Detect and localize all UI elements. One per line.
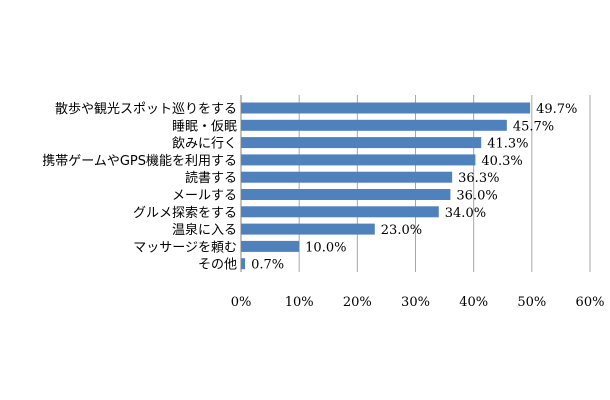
category-label: 飲みに行く <box>172 136 237 152</box>
value-label: 0.7% <box>251 258 284 273</box>
value-labels: 49.7% 45.7% 41.3% 40.3% 36.3% 36.0% 34.0% 23.0%… <box>251 102 577 273</box>
category-label: 読書する <box>185 170 237 186</box>
bar-0 <box>241 102 531 114</box>
category-label: 睡眠・仮眠 <box>172 119 237 134</box>
value-label: 45.7% <box>513 119 554 134</box>
x-tick-label: 20% <box>343 295 372 310</box>
value-label: 23.0% <box>381 223 422 238</box>
category-label: 温泉に入る <box>172 222 237 238</box>
category-label: その他 <box>198 258 237 273</box>
bar-8 <box>241 240 300 252</box>
value-label: 34.0% <box>445 206 486 221</box>
category-label: 携帯ゲームやGPS機能を利用する <box>42 153 237 169</box>
bar-7 <box>241 223 375 235</box>
x-tick-label: 40% <box>459 295 488 310</box>
bar-3 <box>241 154 476 166</box>
category-labels: 散歩や観光スポット巡りをする睡眠・仮眠飲みに行く携帯ゲームやGPS機能を利用する… <box>42 102 237 273</box>
x-tick-label: 60% <box>576 295 605 310</box>
bar-2 <box>241 137 482 149</box>
category-label: メールする <box>172 189 237 204</box>
value-label: 40.3% <box>481 154 522 169</box>
category-label: 散歩や観光スポット巡りをする <box>55 102 237 117</box>
bar-5 <box>241 189 451 200</box>
value-label: 10.0% <box>305 240 346 255</box>
x-tick-label: 10% <box>285 295 314 310</box>
x-tick-label: 0% <box>231 295 252 310</box>
x-tick-label: 30% <box>401 295 430 310</box>
bar-1 <box>241 119 507 131</box>
category-label: マッサージを頼む <box>133 240 237 255</box>
x-tick-labels: 0% 10% 20% 30% 40% 50% 60% <box>231 295 605 310</box>
bar-6 <box>241 206 439 218</box>
value-label: 41.3% <box>487 137 528 152</box>
x-tick-label: 50% <box>517 295 546 310</box>
bars <box>241 102 531 270</box>
value-label: 36.0% <box>456 189 497 204</box>
value-label: 36.3% <box>458 171 499 186</box>
bar-4 <box>241 171 453 183</box>
category-label: グルメ探索をする <box>133 206 237 221</box>
bar-9 <box>241 258 246 270</box>
value-label: 49.7% <box>536 102 577 117</box>
